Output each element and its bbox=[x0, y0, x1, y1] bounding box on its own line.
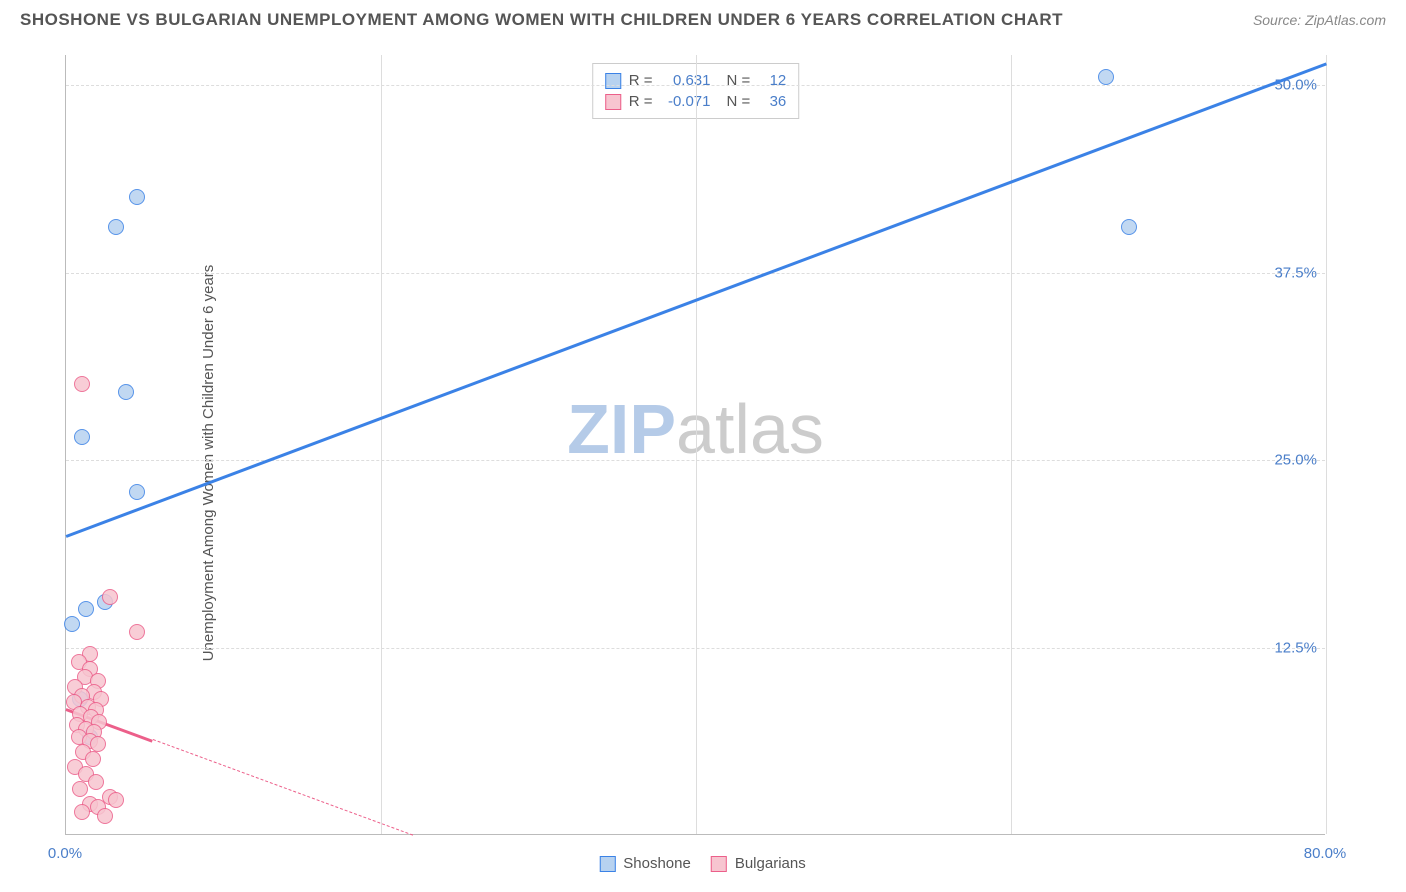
gridline-v bbox=[1011, 55, 1012, 834]
data-point-bulgarians bbox=[108, 792, 124, 808]
legend-r-value: -0.071 bbox=[661, 93, 711, 110]
data-point-bulgarians bbox=[97, 808, 113, 824]
source-attribution: Source: ZipAtlas.com bbox=[1253, 12, 1386, 28]
legend-series: Bulgarians bbox=[711, 853, 806, 874]
watermark-atlas: atlas bbox=[676, 390, 824, 468]
y-tick-label: 37.5% bbox=[1274, 264, 1317, 281]
data-point-bulgarians bbox=[88, 774, 104, 790]
chart-container: Unemployment Among Women with Children U… bbox=[20, 45, 1385, 880]
data-point-shoshone bbox=[1098, 69, 1114, 85]
data-point-bulgarians bbox=[102, 589, 118, 605]
legend-r-label: R = bbox=[629, 72, 653, 89]
legend-series-label: Bulgarians bbox=[735, 855, 806, 872]
legend-n-value: 36 bbox=[758, 93, 786, 110]
data-point-bulgarians bbox=[74, 376, 90, 392]
y-tick-label: 12.5% bbox=[1274, 639, 1317, 656]
data-point-bulgarians bbox=[72, 781, 88, 797]
data-point-shoshone bbox=[108, 219, 124, 235]
legend-series: Shoshone bbox=[599, 853, 691, 874]
data-point-bulgarians bbox=[74, 804, 90, 820]
data-point-bulgarians bbox=[129, 624, 145, 640]
data-point-shoshone bbox=[129, 484, 145, 500]
gridline-v bbox=[381, 55, 382, 834]
data-point-bulgarians bbox=[90, 736, 106, 752]
watermark-zip: ZIP bbox=[567, 390, 676, 468]
gridline-v bbox=[696, 55, 697, 834]
data-point-bulgarians bbox=[85, 751, 101, 767]
data-point-shoshone bbox=[129, 189, 145, 205]
chart-title: SHOSHONE VS BULGARIAN UNEMPLOYMENT AMONG… bbox=[20, 10, 1063, 30]
legend-n-label: N = bbox=[727, 72, 751, 89]
legend-r-value: 0.631 bbox=[661, 72, 711, 89]
plot-area: ZIPatlas R = 0.631 N = 12 R = -0.071 N = 36 12.… bbox=[65, 55, 1325, 835]
legend-swatch bbox=[605, 94, 621, 110]
series-legend: Shoshone Bulgarians bbox=[599, 853, 805, 874]
x-tick-label: 0.0% bbox=[48, 845, 82, 862]
legend-n-value: 12 bbox=[758, 72, 786, 89]
data-point-shoshone bbox=[64, 616, 80, 632]
x-tick-label: 80.0% bbox=[1304, 845, 1347, 862]
data-point-shoshone bbox=[74, 429, 90, 445]
legend-n-label: N = bbox=[727, 93, 751, 110]
legend-swatch bbox=[599, 856, 615, 872]
regression-line bbox=[152, 739, 412, 836]
legend-swatch bbox=[711, 856, 727, 872]
data-point-shoshone bbox=[78, 601, 94, 617]
legend-series-label: Shoshone bbox=[623, 855, 691, 872]
data-point-shoshone bbox=[1121, 219, 1137, 235]
y-tick-label: 25.0% bbox=[1274, 452, 1317, 469]
gridline-v bbox=[1326, 55, 1327, 834]
legend-swatch bbox=[605, 73, 621, 89]
legend-r-label: R = bbox=[629, 93, 653, 110]
data-point-shoshone bbox=[118, 384, 134, 400]
